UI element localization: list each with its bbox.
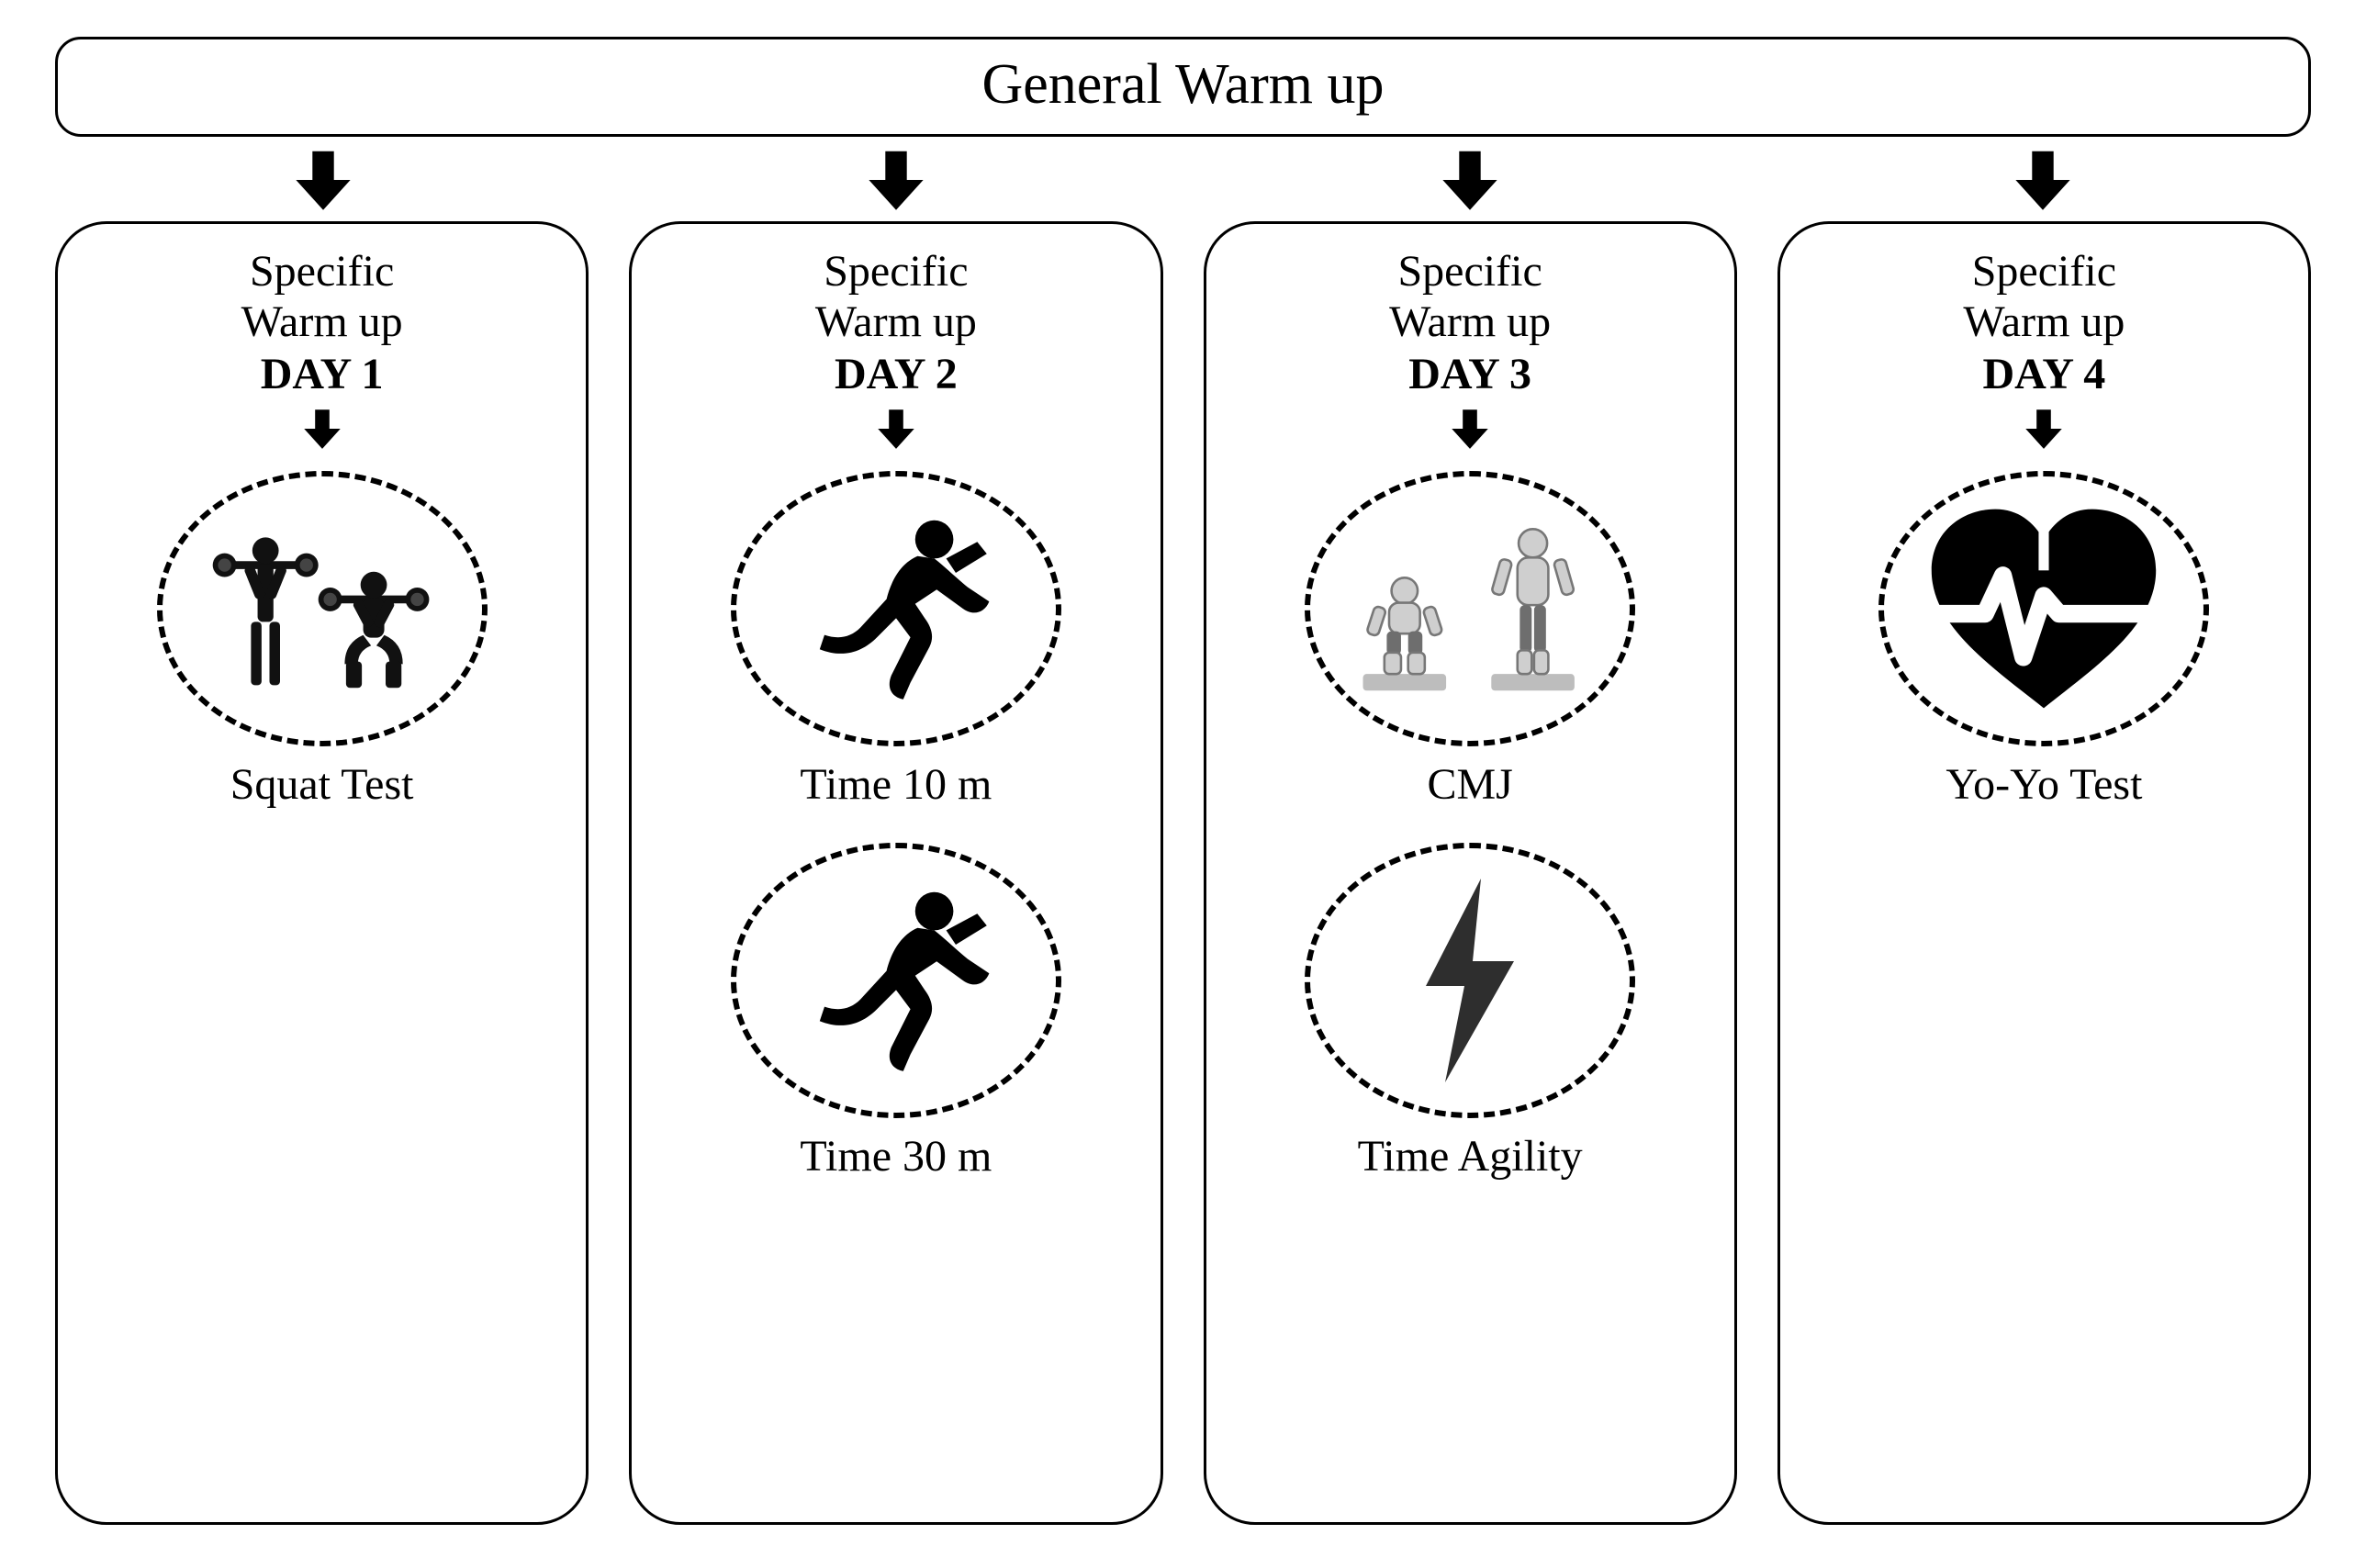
day-card-3: Specific Warm up DAY 3	[1204, 221, 1737, 1525]
arrow-down-icon	[1434, 144, 1506, 216]
subtitle-line: Specific	[250, 247, 394, 296]
arrow-down-icon	[872, 405, 920, 453]
test-label: Time Agility	[1358, 1131, 1583, 1182]
squat-icon	[185, 503, 460, 714]
test-item: Time 30 m	[731, 843, 1061, 1182]
card-subtitle: Specific Warm up	[241, 246, 403, 347]
day-columns: Specific Warm up DAY 1	[37, 221, 2329, 1525]
subtitle-line: Specific	[824, 247, 968, 296]
subtitle-line: Warm up	[815, 297, 977, 346]
card-subtitle: Specific Warm up	[1963, 246, 2125, 347]
test-item: CMJ	[1305, 471, 1635, 810]
test-label: Time 10 m	[800, 759, 992, 810]
card-day-label: DAY 1	[261, 349, 384, 399]
jump-icon	[1332, 508, 1608, 710]
arrow-down-icon	[298, 405, 346, 453]
test-label: Squat Test	[230, 759, 414, 810]
arrow-down-icon	[1446, 405, 1494, 453]
test-icon-circle	[1305, 843, 1635, 1118]
arrow-down-icon	[2007, 144, 2079, 216]
subtitle-line: Warm up	[1963, 297, 2125, 346]
card-subtitle: Specific Warm up	[815, 246, 977, 347]
test-label: Yo-Yo Test	[1946, 759, 2142, 810]
test-icon-circle	[1305, 471, 1635, 746]
test-label: CMJ	[1427, 759, 1512, 810]
day-card-1: Specific Warm up DAY 1	[55, 221, 589, 1525]
test-icon-circle	[157, 471, 488, 746]
arrow-down-icon	[2020, 405, 2068, 453]
small-arrow-wrap	[1446, 405, 1494, 453]
test-icon-circle	[1878, 471, 2209, 746]
arrow-down-icon	[860, 144, 932, 216]
card-day-label: DAY 3	[1408, 349, 1531, 399]
arrow-row	[37, 144, 2329, 216]
diagram-root: General Warm up Specific Warm up DAY 1	[37, 37, 2329, 1525]
test-icon-circle	[731, 471, 1061, 746]
small-arrow-wrap	[872, 405, 920, 453]
subtitle-line: Specific	[1397, 247, 1542, 296]
header-box: General Warm up	[55, 37, 2311, 137]
small-arrow-wrap	[298, 405, 346, 453]
card-day-label: DAY 4	[1982, 349, 2105, 399]
heart-pulse-icon	[1911, 494, 2177, 723]
test-label: Time 30 m	[800, 1131, 992, 1182]
sprint-icon	[777, 489, 1015, 728]
day-card-4: Specific Warm up DAY 4	[1777, 221, 2311, 1525]
bolt-icon	[1396, 870, 1543, 1091]
test-item: Time Agility	[1305, 843, 1635, 1182]
card-subtitle: Specific Warm up	[1389, 246, 1551, 347]
header-title: General Warm up	[981, 53, 1384, 116]
subtitle-line: Warm up	[1389, 297, 1551, 346]
small-arrow-wrap	[2020, 405, 2068, 453]
test-item: Yo-Yo Test	[1878, 471, 2209, 810]
day-card-2: Specific Warm up DAY 2 Time 10	[629, 221, 1162, 1525]
test-icon-circle	[731, 843, 1061, 1118]
test-item: Squat Test	[157, 471, 488, 810]
card-day-label: DAY 2	[835, 349, 958, 399]
arrow-down-icon	[287, 144, 359, 216]
subtitle-line: Specific	[1972, 247, 2116, 296]
test-item: Time 10 m	[731, 471, 1061, 810]
subtitle-line: Warm up	[241, 297, 403, 346]
sprint-icon	[777, 861, 1015, 1100]
